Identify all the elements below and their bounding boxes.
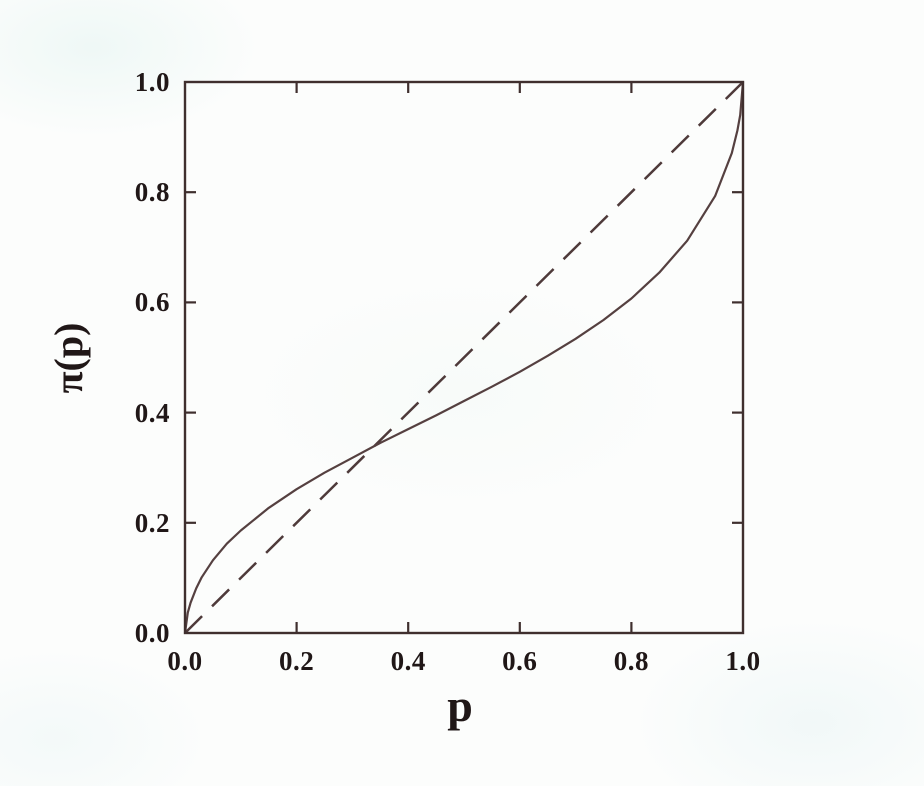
probability-weighting-curve xyxy=(183,81,745,634)
y-tick-label: 1.0 xyxy=(134,67,170,97)
plot-frame xyxy=(183,80,745,635)
x-tick-label: 0.8 xyxy=(613,646,650,676)
x-tick-label: 0.4 xyxy=(390,646,426,676)
data-series xyxy=(183,81,745,634)
y-tick-label: 0.0 xyxy=(134,618,170,648)
identity-diagonal xyxy=(184,81,744,634)
x-tick-label: 0.6 xyxy=(502,646,538,676)
y-axis-label: π(p) xyxy=(46,322,91,394)
y-tick-label: 0.4 xyxy=(134,397,170,428)
x-axis-label: p xyxy=(447,680,473,731)
y-tick-label: 0.8 xyxy=(134,177,170,208)
x-tick-label: 1.0 xyxy=(725,646,761,676)
axis-ticks xyxy=(185,82,743,633)
y-tick-label: 0.2 xyxy=(134,507,170,538)
x-tick-label: 0.2 xyxy=(278,646,315,676)
x-tick-label: 0.0 xyxy=(167,646,203,676)
plot-frame-rect xyxy=(183,80,745,635)
y-tick-label: 0.6 xyxy=(134,287,170,318)
